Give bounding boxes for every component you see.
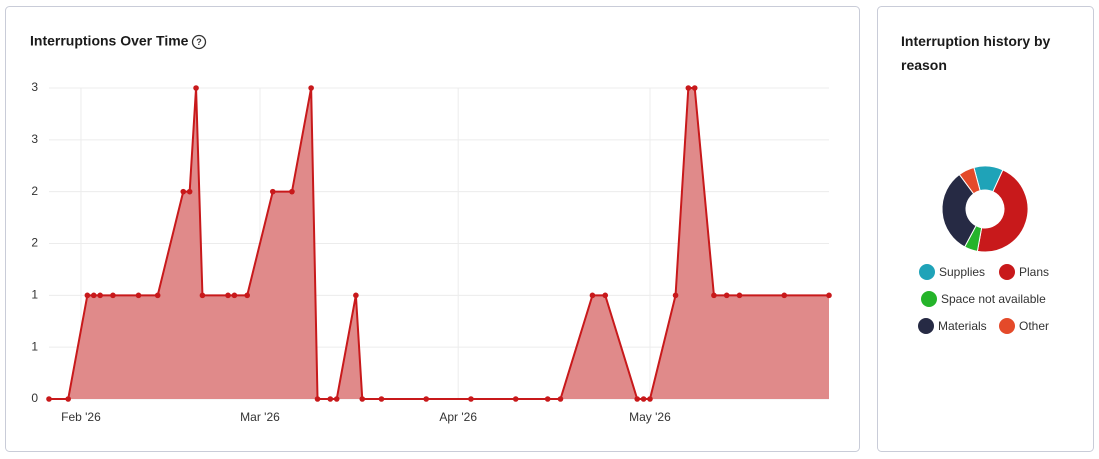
x-tick-label: Apr '26 <box>439 410 477 424</box>
point <box>269 188 276 195</box>
point <box>423 396 430 402</box>
x-tick-label: May '26 <box>629 410 671 424</box>
point <box>723 292 730 299</box>
point <box>333 396 340 402</box>
point <box>244 292 250 299</box>
point <box>557 396 564 402</box>
point <box>199 292 206 299</box>
point <box>135 292 142 299</box>
legend-label: Space not available <box>941 292 1046 306</box>
legend-swatch <box>921 291 937 307</box>
legend-label: Materials <box>938 319 987 333</box>
legend-swatch <box>918 318 934 334</box>
point <box>186 188 193 195</box>
point <box>711 292 717 299</box>
chart-title: Interruption history by reason <box>901 33 1051 73</box>
point <box>781 292 788 299</box>
point <box>97 292 103 299</box>
x-tick-label: Mar '26 <box>240 410 280 424</box>
legend-swatch <box>999 264 1015 280</box>
point <box>65 396 71 402</box>
chart-title: Interruptions Over Time <box>30 33 189 49</box>
legend-swatch <box>919 264 935 280</box>
help-icon[interactable]: ? <box>191 34 207 50</box>
y-tick-label: 3 <box>31 132 38 146</box>
y-tick-label: 1 <box>31 288 38 302</box>
legend-label: Other <box>1019 319 1049 333</box>
point <box>231 292 238 299</box>
point <box>826 292 832 299</box>
point <box>327 396 334 402</box>
point <box>634 396 640 402</box>
line <box>49 87 829 400</box>
point <box>110 292 116 299</box>
legend-label: Plans <box>1019 265 1049 279</box>
svg-text:?: ? <box>196 37 202 47</box>
point <box>589 292 596 299</box>
point <box>736 292 743 299</box>
legend-swatch <box>999 318 1015 334</box>
point <box>289 188 295 195</box>
y-tick-label: 1 <box>31 339 38 353</box>
point <box>468 396 474 402</box>
point <box>308 85 314 91</box>
point <box>314 396 321 402</box>
pie-slice <box>976 169 1029 253</box>
y-tick-label: 2 <box>31 184 38 198</box>
point <box>46 396 52 402</box>
pie-slice <box>941 173 977 248</box>
title-line: Interruption history by <box>901 33 1051 49</box>
point <box>353 292 359 299</box>
legend-label: Supplies <box>939 265 985 279</box>
point <box>685 85 692 91</box>
point <box>84 292 91 299</box>
point <box>602 292 609 299</box>
point <box>672 292 679 299</box>
y-tick-label: 2 <box>31 236 38 250</box>
y-tick-label: 0 <box>31 391 38 405</box>
point <box>225 292 231 299</box>
pie-slice <box>958 166 981 195</box>
point <box>154 292 161 299</box>
point <box>193 85 199 91</box>
point <box>359 396 366 402</box>
point <box>378 396 385 402</box>
area <box>49 88 829 399</box>
point <box>640 396 647 402</box>
y-tick-label: 3 <box>31 80 38 94</box>
point <box>647 396 653 402</box>
x-tick-label: Feb '26 <box>61 410 101 424</box>
title-line: reason <box>901 57 947 73</box>
point <box>180 188 187 195</box>
point <box>691 85 698 91</box>
point <box>544 396 551 402</box>
point <box>512 396 519 402</box>
point <box>90 292 97 299</box>
